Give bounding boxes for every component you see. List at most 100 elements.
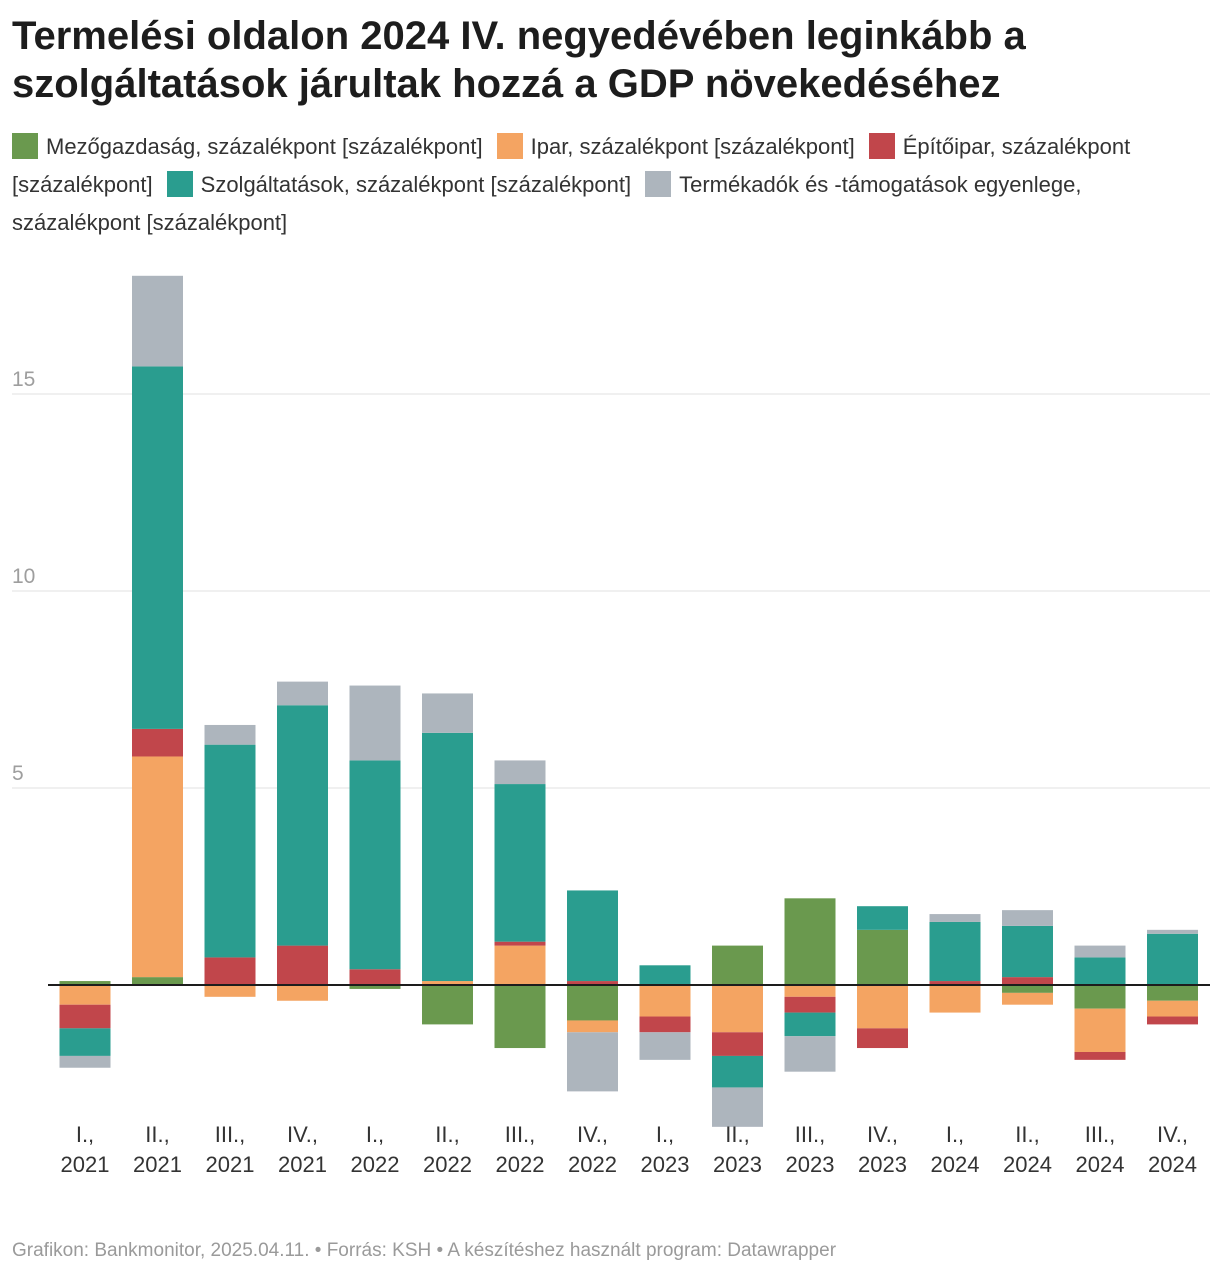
bar-segment xyxy=(422,985,473,1025)
bar-segment xyxy=(712,985,763,1033)
bar-segment xyxy=(784,1036,836,1072)
bar-segment xyxy=(494,941,546,946)
bar-segment xyxy=(422,981,473,985)
bar-segment xyxy=(1002,910,1053,926)
bar-segment xyxy=(494,945,546,985)
bar-segment xyxy=(567,890,618,982)
bar-segment xyxy=(1074,1051,1126,1060)
bar-segment xyxy=(349,685,401,761)
bar-segment xyxy=(1147,1016,1198,1025)
x-tick-label: I., 2021 xyxy=(61,1122,110,1177)
legend-swatch xyxy=(645,171,672,197)
legend-label: Mezőgazdaság, százalékpont [százalékpont… xyxy=(46,134,483,159)
bar-segment xyxy=(857,985,908,1029)
x-tick-label: II., 2024 xyxy=(1003,1122,1052,1177)
legend-label: Építőipar, százalékpont [százalékpont] xyxy=(12,134,1131,197)
bar-segment xyxy=(1002,992,1053,1005)
x-tick-label: IV., 2023 xyxy=(858,1122,907,1177)
bar-segment xyxy=(277,945,328,985)
x-tick-label: III., 2024 xyxy=(1076,1122,1125,1177)
bar-segment xyxy=(59,1055,111,1068)
y-tick-label: 5 xyxy=(12,762,24,785)
bar-segment xyxy=(1002,977,1053,985)
bar-segment xyxy=(204,724,256,745)
legend-item: Ipar, százalékpont [százalékpont] xyxy=(496,133,855,159)
x-tick-label: III., 2023 xyxy=(786,1122,835,1177)
bar-segment xyxy=(204,985,256,997)
y-tick-label: 15 xyxy=(12,368,35,391)
chart-footer: Grafikon: Bankmonitor, 2025.04.11. • For… xyxy=(12,1240,837,1261)
bar-segment xyxy=(1074,957,1126,985)
legend-label: Ipar, százalékpont [százalékpont] xyxy=(530,134,855,159)
bar-segment xyxy=(277,985,328,1001)
bar-segment xyxy=(784,898,836,985)
x-tick-label: IV., 2021 xyxy=(278,1122,327,1177)
bar-segment xyxy=(784,996,836,1013)
bar-segment xyxy=(929,985,981,1013)
chart-title: Termelési oldalon 2024 IV. negyedévében … xyxy=(12,14,1026,106)
bar-segment xyxy=(639,965,691,985)
bar-segment xyxy=(132,728,183,757)
bar-segment xyxy=(567,985,618,1021)
bar-segment xyxy=(929,981,981,985)
bar-segment xyxy=(712,1087,763,1127)
bar-segment xyxy=(1002,985,1053,993)
legend: Mezőgazdaság, százalékpont [százalékpont… xyxy=(12,128,1212,242)
bar-segment xyxy=(59,1004,111,1029)
bar-segment xyxy=(349,985,401,989)
bar-segment xyxy=(59,985,111,1005)
bar-segment xyxy=(639,1016,691,1033)
x-tick-label: II., 2023 xyxy=(713,1122,762,1177)
bar-segment xyxy=(494,760,546,785)
bar-segment xyxy=(784,985,836,997)
bar-segment xyxy=(59,981,111,985)
bar-segment xyxy=(349,760,401,970)
x-tick-label: I., 2023 xyxy=(641,1122,690,1177)
bar-segment xyxy=(132,977,183,985)
x-tick-label: I., 2022 xyxy=(351,1122,400,1177)
bar-segment xyxy=(132,366,183,729)
bar-segment xyxy=(712,1055,763,1088)
bar-segment xyxy=(857,906,908,930)
bar-segment xyxy=(59,1028,111,1056)
bar-segment xyxy=(639,1032,691,1060)
bar-segment xyxy=(857,1028,908,1049)
legend-swatch xyxy=(868,133,895,159)
bar-segment xyxy=(1147,929,1198,934)
bar-segment xyxy=(929,914,981,922)
bar-segment xyxy=(132,756,183,978)
x-tick-label: I., 2024 xyxy=(931,1122,980,1177)
bar-segment xyxy=(422,732,473,982)
bar-segment xyxy=(857,929,908,985)
bar-segment xyxy=(1147,1000,1198,1017)
bar-segment xyxy=(1074,945,1126,958)
bar-segment xyxy=(1147,985,1198,1001)
bar-segment xyxy=(567,1032,618,1092)
bar-segment xyxy=(204,957,256,985)
bar-segment xyxy=(132,275,183,367)
bar-segment xyxy=(277,705,328,946)
legend-item: Szolgáltatások, százalékpont [százalékpo… xyxy=(166,171,632,197)
x-tick-label: IV., 2024 xyxy=(1148,1122,1197,1177)
bar-segment xyxy=(712,1032,763,1056)
bar-segment xyxy=(1147,933,1198,985)
legend-label: Termékadók és -támogatások egyenlege, sz… xyxy=(12,172,1082,235)
bar-segment xyxy=(929,921,981,982)
bar-segment xyxy=(494,784,546,942)
bar-segment xyxy=(567,981,618,985)
bar-segment xyxy=(567,1020,618,1033)
chart-plot: 5 10 15 I., 2021 II., 2021 III., 2021 IV., 2021 I.,… xyxy=(12,275,1210,1177)
legend-item: Építőipar, százalékpont [százalékpont] xyxy=(12,133,1131,197)
bar-segment xyxy=(1074,985,1126,1009)
x-tick-label: II., 2022 xyxy=(423,1122,472,1177)
bar-segment xyxy=(784,1012,836,1037)
bar-segment xyxy=(1002,925,1053,978)
legend-item: Mezőgazdaság, százalékpont [százalékpont… xyxy=(12,133,483,159)
x-tick-label: II., 2021 xyxy=(133,1122,182,1177)
x-tick-label: III., 2022 xyxy=(496,1122,545,1177)
legend-item: Termékadók és -támogatások egyenlege, sz… xyxy=(12,171,1082,235)
bar-segment xyxy=(349,969,401,985)
bar-segment xyxy=(639,985,691,1017)
bar-segment xyxy=(494,985,546,1049)
legend-label: Szolgáltatások, százalékpont [százalékpo… xyxy=(200,172,632,197)
